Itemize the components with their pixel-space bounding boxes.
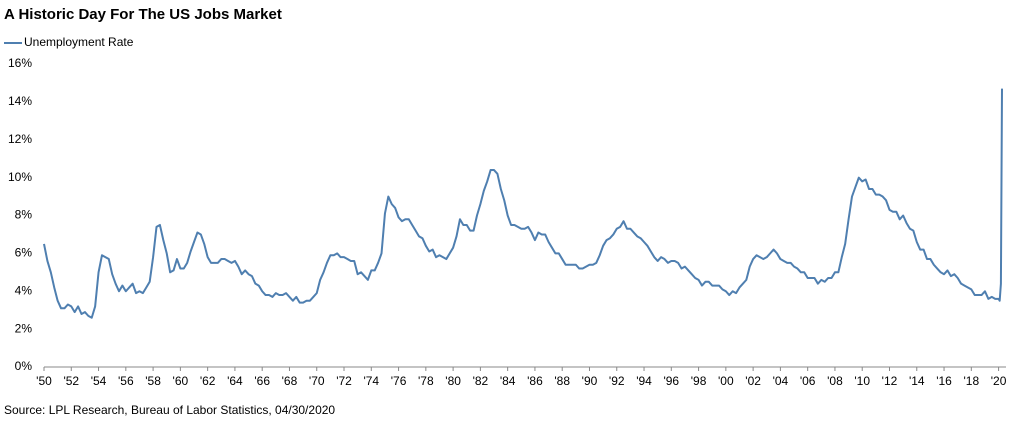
x-tick-label: '02 xyxy=(745,374,761,388)
x-tick-label: '80 xyxy=(445,374,461,388)
x-tick-label: '68 xyxy=(282,374,298,388)
data-line xyxy=(43,88,1003,319)
x-tick-label: '72 xyxy=(336,374,352,388)
x-tick-label: '64 xyxy=(227,374,243,388)
y-tick-label: 14% xyxy=(8,94,32,108)
y-tick-label: 10% xyxy=(8,170,32,184)
x-tick-label: '66 xyxy=(254,374,270,388)
x-tick-label: '88 xyxy=(554,374,570,388)
y-tick-label: 2% xyxy=(15,321,33,335)
x-tick-label: '74 xyxy=(363,374,379,388)
x-tick-label: '54 xyxy=(91,374,107,388)
x-tick-label: '06 xyxy=(800,374,816,388)
x-tick-label: '10 xyxy=(854,374,870,388)
source-note: Source: LPL Research, Bureau of Labor St… xyxy=(4,403,335,417)
x-tick-label: '90 xyxy=(582,374,598,388)
y-tick-label: 4% xyxy=(15,283,33,297)
x-tick-label: '50 xyxy=(36,374,52,388)
y-tick-label: 8% xyxy=(15,208,33,222)
x-tick-label: '94 xyxy=(636,374,652,388)
y-tick-label: 0% xyxy=(15,359,33,373)
x-tick-label: '12 xyxy=(882,374,898,388)
chart-title: A Historic Day For The US Jobs Market xyxy=(4,6,282,23)
x-tick-label: '98 xyxy=(691,374,707,388)
y-tick-label: 16% xyxy=(8,56,32,70)
x-tick-label: '86 xyxy=(527,374,543,388)
y-tick-label: 6% xyxy=(15,246,33,260)
x-tick-label: '70 xyxy=(309,374,325,388)
x-tick-label: '08 xyxy=(827,374,843,388)
x-tick-label: '58 xyxy=(145,374,161,388)
x-tick-label: '18 xyxy=(963,374,979,388)
x-tick-label: '78 xyxy=(418,374,434,388)
y-tick-label: 12% xyxy=(8,132,32,146)
x-tick-label: '92 xyxy=(609,374,625,388)
x-tick-label: '16 xyxy=(936,374,952,388)
x-tick-label: '20 xyxy=(991,374,1007,388)
x-tick-label: '52 xyxy=(63,374,79,388)
x-tick-label: '14 xyxy=(909,374,925,388)
x-tick-label: '04 xyxy=(773,374,789,388)
x-tick-label: '84 xyxy=(500,374,516,388)
x-tick-label: '00 xyxy=(718,374,734,388)
legend-label: Unemployment Rate xyxy=(24,35,134,49)
x-tick-label: '96 xyxy=(663,374,679,388)
x-tick-label: '82 xyxy=(473,374,489,388)
x-tick-label: '76 xyxy=(391,374,407,388)
x-tick-label: '62 xyxy=(200,374,216,388)
x-tick-label: '56 xyxy=(118,374,134,388)
x-tick-label: '60 xyxy=(173,374,189,388)
